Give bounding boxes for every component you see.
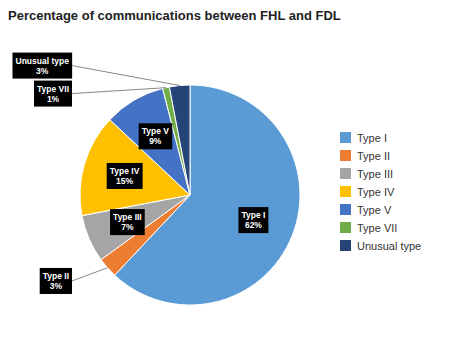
- legend-item: Unusual type: [340, 240, 421, 252]
- legend-swatch: [340, 240, 351, 251]
- label-category: Unusual type: [15, 56, 69, 66]
- label-value: 3%: [50, 281, 63, 291]
- leader-lines: [72, 66, 180, 281]
- label-category: Type I: [241, 210, 265, 220]
- legend-swatch: [340, 132, 351, 143]
- pie: Type I62%Type III7%Type IV15%Type V9%Typ…: [12, 53, 300, 305]
- slices: [80, 85, 300, 305]
- slice: [169, 85, 190, 195]
- label-category: Type IV: [110, 166, 140, 176]
- legend-label: Type V: [357, 204, 392, 216]
- legend-label: Type II: [357, 150, 390, 162]
- label-value: 1%: [47, 94, 60, 104]
- legend-label: Type I: [357, 132, 387, 144]
- legend-item: Type III: [340, 168, 393, 180]
- label-category: Type VII: [37, 84, 69, 94]
- label-box: [139, 123, 173, 149]
- label-text: Type IV15%: [110, 166, 140, 186]
- legend-swatch: [340, 222, 351, 233]
- legend-swatch: [340, 150, 351, 161]
- label-value: 62%: [245, 220, 262, 230]
- legend-label: Unusual type: [357, 240, 421, 252]
- legend-label: Type IV: [357, 186, 395, 198]
- label-box: [12, 53, 72, 79]
- legend: Type I Type II Type III Type IV Type V Type V…: [340, 132, 421, 252]
- data-labels: Type I62%Type III7%Type IV15%Type V9%Typ…: [12, 53, 268, 294]
- data-label: Type VII1%: [34, 81, 72, 107]
- label-text: Unusual type3%: [15, 56, 69, 76]
- label-value: 7%: [121, 222, 134, 232]
- label-box: [238, 207, 268, 233]
- label-category: Type II: [43, 271, 69, 281]
- leader-line: [72, 66, 180, 86]
- leader-line: [72, 88, 166, 94]
- legend-item: Type VII: [340, 222, 397, 234]
- data-label: Type II3%: [40, 268, 72, 294]
- label-category: Type V: [142, 126, 170, 136]
- legend-swatch: [340, 186, 351, 197]
- legend-item: Type I: [340, 132, 387, 144]
- label-value: 3%: [36, 66, 49, 76]
- title: Percentage of communications between FHL…: [8, 8, 341, 23]
- label-box: [110, 209, 145, 235]
- label-text: Type VII1%: [37, 84, 69, 104]
- label-text: Type V9%: [142, 126, 170, 146]
- legend-item: Type V: [340, 204, 392, 216]
- label-box: [34, 81, 72, 107]
- data-label: Type IV15%: [107, 163, 143, 189]
- legend-label: Type VII: [357, 222, 397, 234]
- label-text: Type III7%: [113, 212, 142, 232]
- legend-item: Type IV: [340, 186, 395, 198]
- label-box: [40, 268, 72, 294]
- label-box: [107, 163, 143, 189]
- label-text: Type II3%: [43, 271, 69, 291]
- leader-line: [72, 268, 107, 281]
- data-label: Type V9%: [139, 123, 173, 149]
- label-category: Type III: [113, 212, 142, 222]
- data-label: Type III7%: [110, 209, 145, 235]
- data-label: Type I62%: [238, 207, 268, 233]
- legend-item: Type II: [340, 150, 390, 162]
- label-value: 9%: [149, 136, 162, 146]
- label-text: Type I62%: [241, 210, 265, 230]
- data-label: Unusual type3%: [12, 53, 72, 79]
- chart: Percentage of communications between FHL…: [0, 0, 474, 348]
- legend-swatch: [340, 204, 351, 215]
- label-value: 15%: [116, 176, 133, 186]
- legend-swatch: [340, 168, 351, 179]
- legend-label: Type III: [357, 168, 393, 180]
